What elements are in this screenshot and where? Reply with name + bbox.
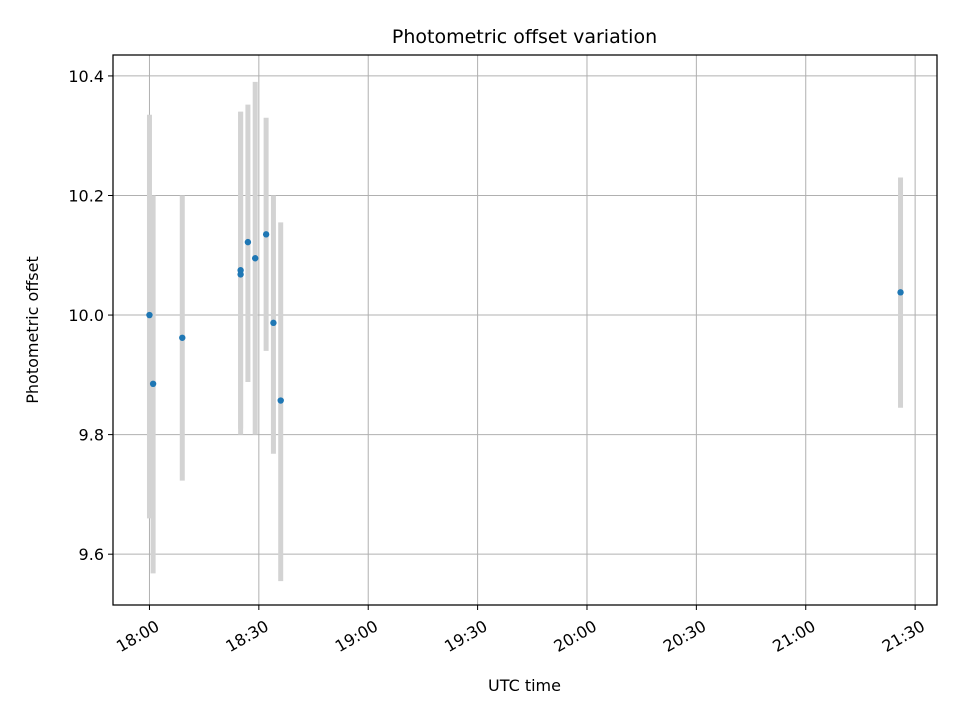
- data-points: [146, 231, 904, 404]
- data-point: [237, 267, 244, 274]
- x-axis-label: UTC time: [488, 676, 561, 695]
- y-tick-label: 10.4: [68, 67, 104, 86]
- y-tick-label: 9.6: [79, 545, 104, 564]
- data-point: [270, 319, 277, 327]
- chart-title: Photometric offset variation: [392, 26, 657, 48]
- x-tick-label: 18:00: [113, 616, 162, 656]
- data-point: [277, 397, 284, 404]
- x-tick-label: 18:30: [222, 616, 271, 656]
- x-tick-label: 20:30: [660, 616, 709, 656]
- y-tick-label: 10.2: [68, 186, 104, 205]
- data-point: [179, 334, 186, 341]
- data-point: [146, 311, 153, 319]
- data-point: [897, 289, 904, 296]
- x-tick-label: 20:00: [551, 616, 600, 656]
- data-point: [262, 231, 270, 238]
- x-tick-label: 19:30: [441, 616, 490, 656]
- x-tick-label: 21:30: [879, 616, 928, 656]
- grid: [113, 55, 937, 605]
- plot-frame: [112, 54, 938, 606]
- data-point: [149, 380, 157, 388]
- data-point: [244, 238, 252, 246]
- y-tick-label: 10.0: [68, 306, 104, 325]
- y-axis-label: Photometric offset: [23, 256, 42, 404]
- data-point: [251, 255, 259, 262]
- x-tick-label: 21:00: [769, 616, 818, 656]
- error-bars: [146, 81, 904, 582]
- y-axis: 9.6 9.8 10.0 10.2 10.4: [68, 67, 113, 564]
- x-tick-label: 19:00: [332, 616, 381, 656]
- y-tick-label: 9.8: [79, 426, 104, 445]
- x-axis: 18:00 18:30 19:00 19:30 20:00 20:30 21:00 21:30: [113, 605, 928, 656]
